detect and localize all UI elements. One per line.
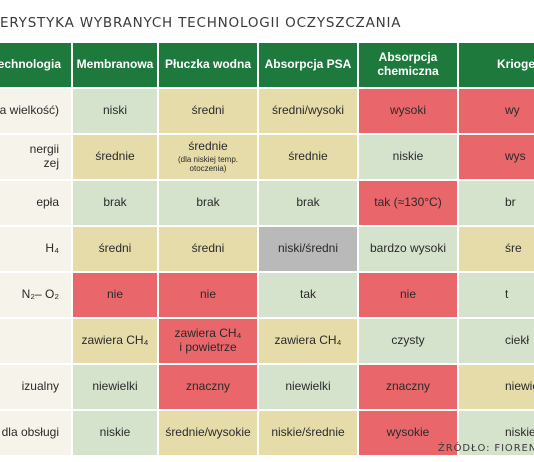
header-pluczka-wodna: Płuczka wodna: [159, 43, 257, 87]
cell-main-text: średnie: [188, 139, 228, 154]
row-label: nergii zej: [0, 135, 71, 179]
table-cell: czysty: [359, 319, 457, 363]
table-cell: tak (≈130°C): [359, 181, 457, 225]
cell-second-line: i powietrze: [179, 340, 237, 354]
header-absorpcja-psa: Absorpcja PSA: [259, 43, 357, 87]
table-cell: zawiera CH₄: [259, 319, 357, 363]
table-cell: niewielki: [73, 365, 157, 409]
table-cell: brak: [159, 181, 257, 225]
table-cell: niskie: [359, 135, 457, 179]
table-cell: wy: [459, 89, 534, 133]
table-cell: niewiel: [459, 365, 534, 409]
table-cell: tak: [259, 273, 357, 317]
table-cell: śre: [459, 227, 534, 271]
comparison-table: technologia Membranowa Płuczka wodna Abs…: [0, 43, 534, 455]
table-cell: nie: [159, 273, 257, 317]
cell-main-text: zawiera CH₄: [174, 326, 242, 341]
row-label: izualny: [0, 365, 71, 409]
table-cell: bardzo wysoki: [359, 227, 457, 271]
source-note: ŹRÓDŁO: FIORENT: [438, 443, 534, 454]
table-cell: niskie: [73, 411, 157, 455]
row-label: N₂– O₂: [0, 273, 71, 317]
table-cell: brak: [259, 181, 357, 225]
table-cell: niski: [73, 89, 157, 133]
table-cell: średni: [159, 227, 257, 271]
table-cell: brak: [73, 181, 157, 225]
header-absorpcja-chemiczna: Absorpcja chemiczna: [359, 43, 457, 87]
row-label: H₄: [0, 227, 71, 271]
table-cell: znaczny: [359, 365, 457, 409]
table-cell: średnie (dla niskiej temp. otoczenia): [159, 135, 257, 179]
table-cell: t: [459, 273, 534, 317]
header-technology: technologia: [0, 43, 71, 87]
table-title: ERYSTYKA WYBRANYCH TECHNOLOGII OCZYSZCZA…: [0, 15, 402, 31]
table-cell: średnie: [73, 135, 157, 179]
table-cell: nie: [73, 273, 157, 317]
cell-note: (dla niskiej temp. otoczenia): [177, 155, 239, 174]
table-cell: zawiera CH₄ i powietrze: [159, 319, 257, 363]
table-cell: zawiera CH₄: [73, 319, 157, 363]
row-label-line1: nergii: [29, 142, 59, 157]
row-label: a wielkość): [0, 89, 71, 133]
table-cell: nie: [359, 273, 457, 317]
table-cell: średnie/wysokie: [159, 411, 257, 455]
table-cell: średni: [159, 89, 257, 133]
header-membranowa: Membranowa: [73, 43, 157, 87]
table-cell: niski/średni: [259, 227, 357, 271]
table-cell: wysokie: [359, 411, 457, 455]
table-cell: wys: [459, 135, 534, 179]
table-cell: średni: [73, 227, 157, 271]
table-cell: średnie: [259, 135, 357, 179]
row-label: ia dla obsługi: [0, 411, 71, 455]
row-label: [0, 319, 71, 363]
table-cell: niskie: [459, 411, 534, 455]
table-cell: br: [459, 181, 534, 225]
table-cell: niskie/średnie: [259, 411, 357, 455]
table-cell: ciekł: [459, 319, 534, 363]
row-label-line2: zej: [43, 156, 59, 170]
table-cell: znaczny: [159, 365, 257, 409]
row-label: epła: [0, 181, 71, 225]
header-kriogeniczna: Kriogen: [459, 43, 534, 87]
table-cell: średni/wysoki: [259, 89, 357, 133]
table-cell: niewielki: [259, 365, 357, 409]
table-cell: wysoki: [359, 89, 457, 133]
